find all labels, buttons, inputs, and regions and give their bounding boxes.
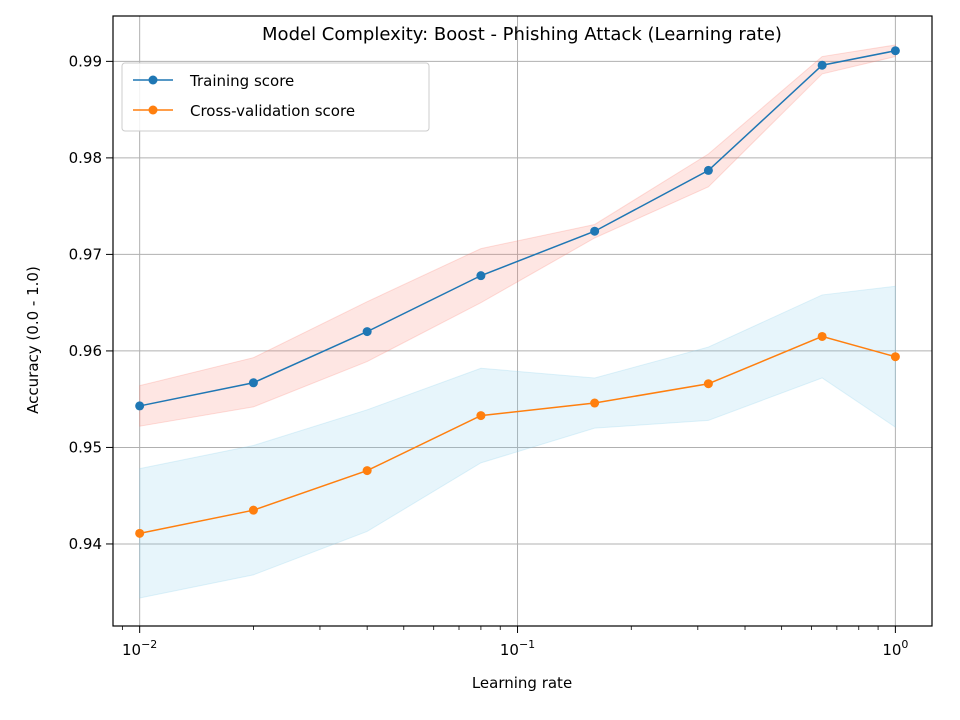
data-point-training [817,60,827,70]
legend: Training score Cross-validation score [121,62,430,132]
data-point-cv [590,398,600,408]
plot-frame [112,15,933,627]
legend-marker-cv [148,105,158,115]
data-point-training [248,378,258,388]
series-lines [139,50,896,535]
x-tick-label: 10−1 [500,638,535,659]
data-point-training [476,271,486,281]
y-tick-label: 0.98 [69,149,102,167]
y-tick-label: 0.97 [69,245,102,263]
data-point-cv [703,379,713,389]
grid-lines [113,16,932,626]
legend-label-training: Training score [189,72,294,90]
data-point-training [890,46,900,56]
confidence-bands [139,44,896,599]
data-point-cv [890,352,900,362]
y-tick-label: 0.99 [69,52,102,70]
series-line-cv [139,335,896,535]
x-tick-label: 100 [882,638,908,659]
data-point-cv [248,505,258,515]
data-point-cv [362,466,372,476]
x-axis-title: Learning rate [472,674,572,692]
data-point-training [703,165,713,175]
y-axis-title: Accuracy (0.0 - 1.0) [24,266,42,414]
y-tick-label: 0.94 [69,535,102,553]
data-point-cv [476,411,486,421]
series-line-training [139,50,896,407]
chart-title: Model Complexity: Boost - Phishing Attac… [262,24,782,45]
x-axis-ticks: 10−2 10−1 100 [121,626,908,659]
x-tick-label: 10−2 [122,638,157,659]
y-tick-label: 0.96 [69,342,102,360]
confidence-band-cv [139,285,896,599]
data-point-training [135,401,145,411]
data-point-training [362,327,372,337]
y-axis-ticks: 0.94 0.95 0.96 0.97 0.98 0.99 [69,52,113,553]
data-point-cv [135,528,145,538]
y-tick-label: 0.95 [69,438,102,456]
legend-box [121,62,430,132]
legend-label-cv: Cross-validation score [190,102,355,120]
series-markers [135,46,900,538]
confidence-band-training [139,44,896,427]
data-point-training [590,226,600,236]
data-point-cv [817,331,827,341]
legend-marker-training [148,75,158,85]
